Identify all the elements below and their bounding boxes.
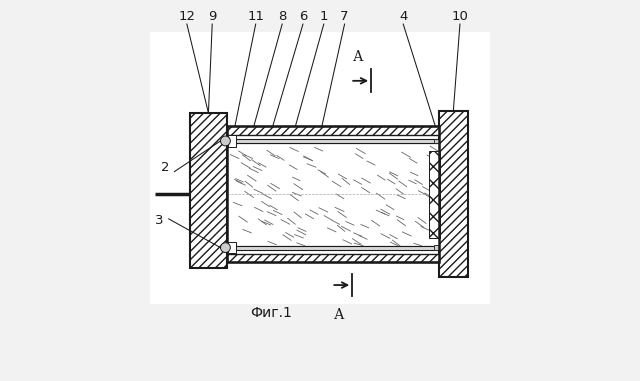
Bar: [434, 139, 439, 143]
Text: 12: 12: [179, 10, 195, 23]
Circle shape: [221, 136, 230, 146]
Text: Фиг.1: Фиг.1: [250, 306, 292, 320]
Text: 10: 10: [451, 10, 468, 23]
Bar: [150, 32, 490, 304]
Bar: [227, 126, 439, 263]
Text: 3: 3: [155, 214, 163, 227]
Bar: [228, 135, 236, 147]
Bar: [228, 242, 236, 253]
Bar: [439, 111, 467, 277]
Bar: [227, 254, 439, 263]
Bar: [227, 143, 439, 246]
Text: 7: 7: [340, 10, 349, 23]
Text: 11: 11: [247, 10, 264, 23]
Text: 6: 6: [299, 10, 307, 23]
Text: 2: 2: [161, 161, 169, 174]
Text: 8: 8: [278, 10, 286, 23]
Text: А: А: [353, 50, 363, 64]
Bar: [227, 126, 439, 134]
Text: 4: 4: [399, 10, 408, 23]
Circle shape: [221, 243, 230, 253]
Bar: [189, 113, 227, 268]
Text: 1: 1: [319, 10, 328, 23]
Bar: [429, 150, 440, 238]
Bar: [227, 246, 439, 250]
Bar: [227, 139, 439, 143]
Text: 9: 9: [208, 10, 216, 23]
Text: А: А: [333, 308, 344, 322]
Bar: [434, 245, 439, 250]
